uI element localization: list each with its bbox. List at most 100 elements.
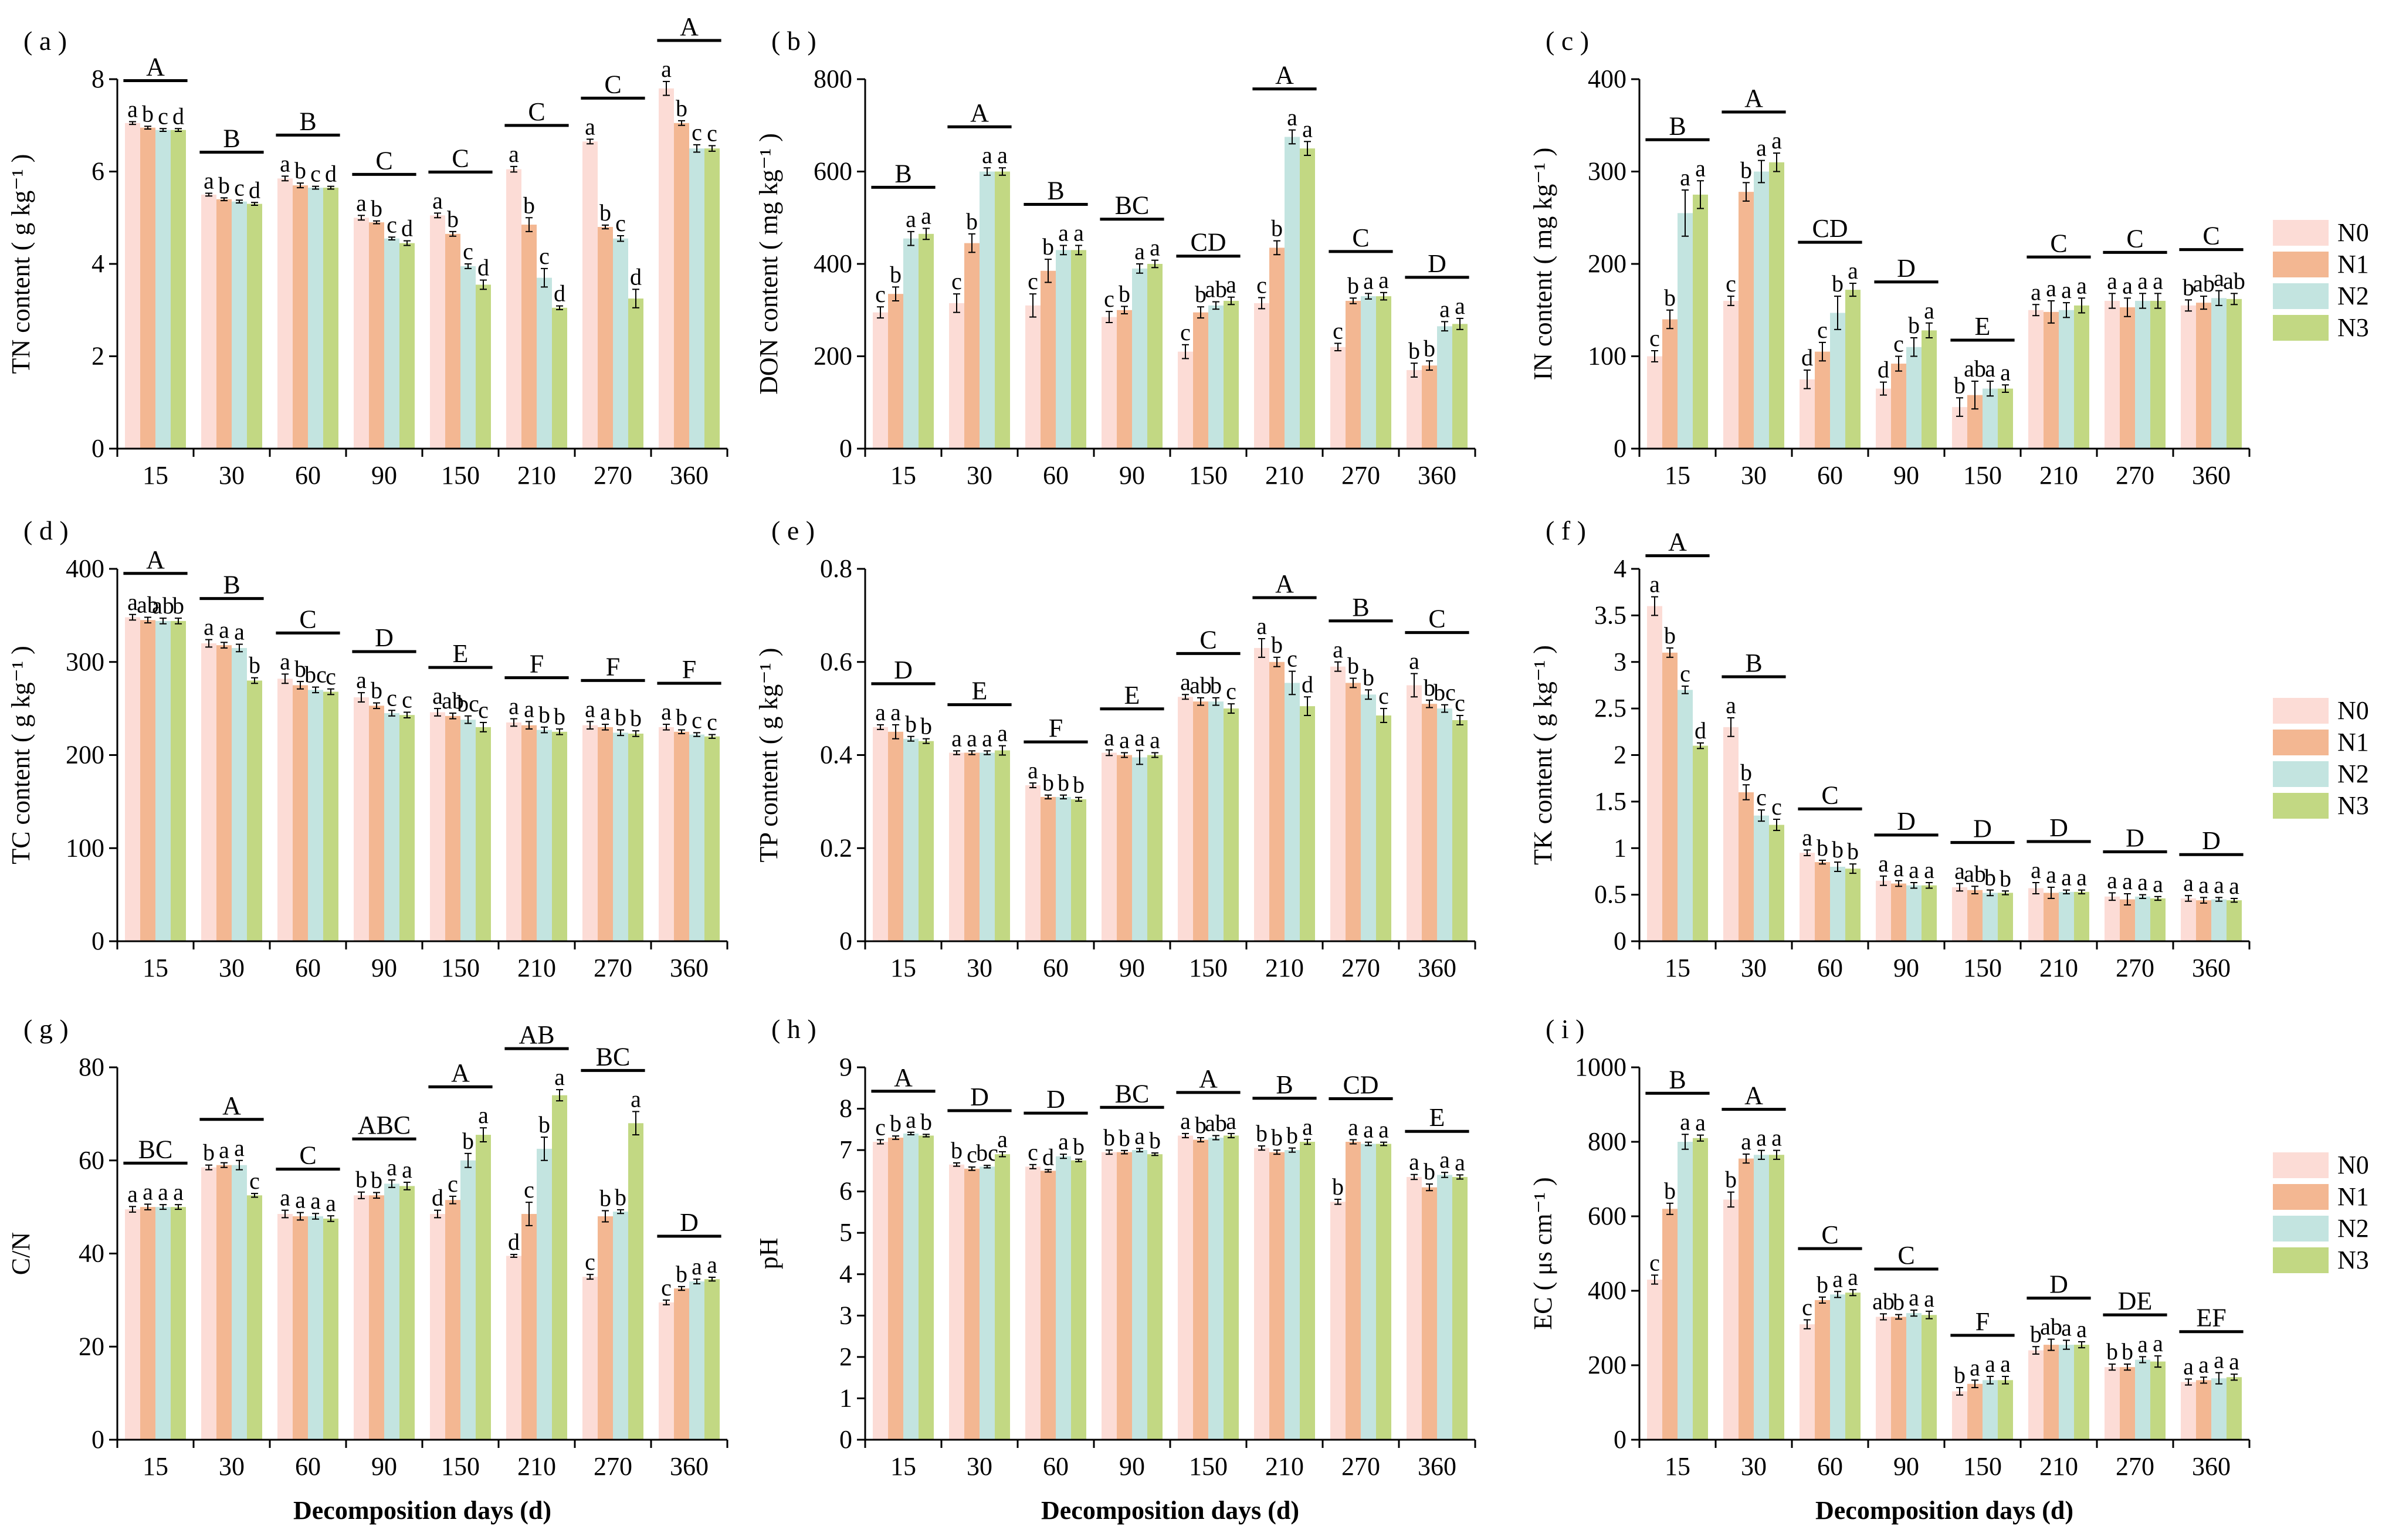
bar-N3-60 <box>323 1218 338 1440</box>
group-letter-270: DE <box>2118 1287 2153 1315</box>
sig-letter-N3-90: a <box>402 1156 412 1183</box>
bar-N3-210 <box>1300 148 1315 449</box>
sig-letter-N1-150: ab <box>1964 355 1986 382</box>
x-tick-label-270: 270 <box>1341 461 1380 490</box>
sig-letter-N1-60: a <box>295 1187 306 1213</box>
bar-N1-270 <box>598 727 613 941</box>
x-tick-label-60: 60 <box>1817 461 1843 490</box>
bar-N3-270 <box>1376 296 1391 449</box>
x-tick-label-210: 210 <box>517 461 556 490</box>
bar-N0-30 <box>949 303 964 449</box>
bar-N2-60 <box>308 690 323 941</box>
sig-letter-N3-150: a <box>478 1102 489 1128</box>
bar-N2-270 <box>2135 896 2150 941</box>
sig-letter-N3-210: d <box>1302 671 1313 697</box>
legend-swatch-N3 <box>2273 793 2329 819</box>
sig-letter-N0-150: d <box>432 1185 443 1211</box>
group-letter-90: ABC <box>358 1111 411 1139</box>
sig-letter-N2-150: a <box>1985 355 1995 382</box>
sig-letter-N2-60: a <box>1058 220 1069 246</box>
panel-label: ( i ) <box>1546 1014 1584 1044</box>
bar-N0-60 <box>277 178 293 449</box>
y-tick-label-4: 4 <box>839 1260 852 1288</box>
x-axis-title: Decomposition days (d) <box>1815 1496 2073 1525</box>
bar-N1-150 <box>1193 312 1208 449</box>
y-tick-label-1000: 1000 <box>1575 1053 1626 1081</box>
sig-letter-N1-360: a <box>2198 871 2209 898</box>
y-tick-label-3.5: 3.5 <box>1594 601 1626 629</box>
bar-N0-15 <box>873 727 888 941</box>
bar-N3-30 <box>247 203 262 449</box>
bar-N1-360 <box>674 123 689 449</box>
bar-N3-30 <box>247 680 262 941</box>
sig-letter-N0-90: a <box>356 667 367 693</box>
bar-N2-150 <box>1983 893 1998 941</box>
bar-N1-360 <box>674 1288 689 1440</box>
bar-N0-210 <box>2028 1350 2044 1440</box>
bar-N3-90 <box>1922 1315 1937 1440</box>
legend-swatch-N3 <box>2273 315 2329 341</box>
group-letter-150: D <box>1973 815 1992 843</box>
sig-letter-N0-210: a <box>2031 857 2041 883</box>
bar-N0-60 <box>1025 305 1041 449</box>
y-tick-label-6: 6 <box>92 157 104 186</box>
group-letter-270: BC <box>596 1042 631 1071</box>
bar-N2-270 <box>613 1212 628 1440</box>
bar-N1-30 <box>964 752 980 941</box>
bar-N1-30 <box>964 243 980 449</box>
sig-letter-N3-150: b <box>2000 865 2011 891</box>
x-tick-label-270: 270 <box>594 461 632 490</box>
bar-N0-360 <box>2181 1382 2196 1440</box>
sig-letter-N3-360: c <box>1455 690 1465 716</box>
bar-N2-30 <box>980 752 995 941</box>
x-tick-label-360: 360 <box>670 954 709 982</box>
group-letter-60: D <box>1046 1085 1065 1114</box>
sig-letter-N1-15: b <box>890 1110 902 1137</box>
y-tick-label-600: 600 <box>1588 1202 1626 1230</box>
sig-letter-N0-30: b <box>203 1139 215 1166</box>
sig-letter-N2-60: b <box>1832 270 1844 297</box>
sig-letter-N2-150: a <box>1985 1351 1995 1377</box>
sig-letter-N0-210: a <box>1256 613 1267 639</box>
bar-N0-150 <box>1178 1135 1193 1440</box>
x-tick-label-30: 30 <box>219 461 245 490</box>
group-letter-360: D <box>1428 249 1446 278</box>
bar-N2-60 <box>1830 1294 1845 1440</box>
bar-N2-270 <box>1361 1144 1376 1440</box>
sig-letter-N2-270: a <box>1363 267 1374 294</box>
bar-N0-360 <box>659 88 674 449</box>
sig-letter-N1-210: c <box>524 1176 534 1203</box>
sig-letter-N2-60: a <box>310 1188 321 1214</box>
sig-letter-N1-150: ab <box>442 687 464 714</box>
sig-letter-N3-30: a <box>997 720 1008 747</box>
bar-N2-15 <box>1678 690 1693 941</box>
sig-letter-N3-90: a <box>1150 727 1160 754</box>
bar-N0-270 <box>582 141 598 449</box>
x-tick-label-60: 60 <box>1043 954 1069 982</box>
sig-letter-N0-15: a <box>127 589 138 615</box>
sig-letter-N2-90: b <box>1908 312 1920 338</box>
legend-label-N0: N0 <box>2337 218 2369 247</box>
x-tick-label-210: 210 <box>1265 1452 1304 1481</box>
bar-N1-210 <box>1269 662 1285 941</box>
x-tick-label-90: 90 <box>371 1452 397 1481</box>
bar-N1-15 <box>888 731 903 941</box>
sig-letter-N2-360: a <box>2214 265 2224 291</box>
sig-letter-N2-270: b <box>615 704 626 731</box>
sig-letter-N1-60: c <box>1817 317 1828 343</box>
bar-N2-270 <box>2135 1359 2150 1440</box>
bar-N3-210 <box>1300 706 1315 941</box>
group-letter-270: D <box>2126 823 2144 852</box>
y-tick-label-0.6: 0.6 <box>820 647 852 676</box>
bar-N2-60 <box>308 188 323 449</box>
x-tick-label-210: 210 <box>1265 954 1304 982</box>
bar-N0-150 <box>1178 351 1193 449</box>
bar-N2-60 <box>308 1216 323 1440</box>
sig-letter-N3-15: a <box>173 1179 184 1205</box>
sig-letter-N0-150: b <box>1954 1362 1966 1388</box>
bar-N3-90 <box>399 715 415 941</box>
bar-N0-360 <box>659 727 674 941</box>
bar-N0-30 <box>1723 727 1739 941</box>
sig-letter-N3-270: a <box>2153 267 2163 294</box>
